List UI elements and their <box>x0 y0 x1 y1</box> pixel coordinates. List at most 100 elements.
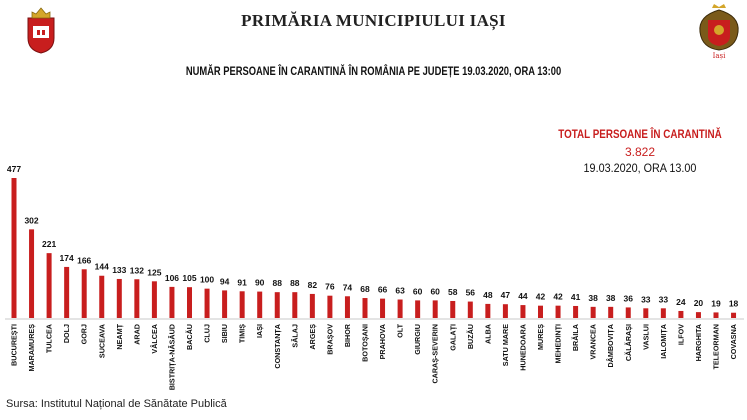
value-label: 47 <box>501 290 511 300</box>
value-label: 60 <box>413 286 423 296</box>
category-label: GIURGIU <box>413 324 422 355</box>
bar-bistrița-năsăud <box>169 286 175 318</box>
category-label: DÂMBOVIȚA <box>606 324 615 368</box>
value-label: 19 <box>711 298 721 308</box>
bar-bihor <box>344 296 350 318</box>
category-label: BISTRIȚA-NĂSĂUD <box>167 324 176 390</box>
category-label: CARAȘ-SEVERIN <box>431 324 440 384</box>
value-label: 221 <box>42 239 56 249</box>
bar-mureș <box>538 305 543 318</box>
bar-dolj <box>64 266 70 318</box>
value-label: 44 <box>518 291 528 301</box>
value-label: 302 <box>24 215 38 225</box>
total-value: 3.822 <box>624 145 656 159</box>
category-label: TULCEA <box>45 324 54 353</box>
bar-călărași <box>625 307 631 318</box>
value-label: 38 <box>606 293 616 303</box>
svg-text:Iași: Iași <box>713 52 727 60</box>
bar-buzău <box>467 301 473 318</box>
bar-chart: 477 302 221 174 166 144 133 132 125 106 105 100 94 91… <box>5 164 744 390</box>
value-label: 94 <box>220 276 230 286</box>
category-label: ALBA <box>483 324 492 344</box>
value-label: 106 <box>165 273 179 283</box>
bar-botoșani <box>362 298 368 318</box>
bar-teleorman <box>713 312 719 318</box>
bar-maramureș <box>29 229 35 318</box>
category-label: CLUJ <box>203 324 212 343</box>
category-label: TIMIȘ <box>238 324 247 343</box>
value-label: 88 <box>290 278 300 288</box>
total-date: 19.03.2020, ORA 13.00 <box>583 161 697 175</box>
bar-sibiu <box>222 290 228 318</box>
category-label: MARAMUREȘ <box>27 324 36 372</box>
value-label: 125 <box>147 267 161 277</box>
category-label: CĂLĂRAȘI <box>624 324 633 361</box>
bar-vrancea <box>590 306 596 318</box>
category-label: CONSTANȚA <box>273 324 282 369</box>
category-label: SATU MARE <box>501 324 510 366</box>
bar-iași <box>257 291 263 318</box>
bar-arad <box>134 279 140 318</box>
bar-ialomița <box>660 308 666 318</box>
bar-suceava <box>99 275 105 318</box>
category-label: OLT <box>396 323 405 337</box>
chart-title: NUMĂR PERSOANE ÎN CARANTINĂ ÎN ROMÂNIA P… <box>185 64 562 78</box>
city-coat-of-arms-icon <box>27 7 55 54</box>
value-label: 90 <box>255 278 265 288</box>
category-label: ILFOV <box>676 324 685 345</box>
category-label: BUZĂU <box>466 324 475 349</box>
value-label: 91 <box>237 277 247 287</box>
category-label: BACĂU <box>185 324 194 350</box>
category-label: SĂLAJ <box>290 324 299 348</box>
category-label: COVASNA <box>729 324 738 359</box>
iasi-heraldic-emblem-icon: Iași <box>699 4 739 60</box>
bar-argeș <box>309 293 315 318</box>
category-label: SUCEAVA <box>97 324 106 358</box>
bar-gorj <box>81 269 87 318</box>
category-label: BOTOȘANI <box>361 324 370 362</box>
category-label: ARGEȘ <box>308 324 317 350</box>
value-label: 132 <box>130 265 144 275</box>
category-label: MEHEDINȚI <box>554 324 563 364</box>
bar-brăila <box>573 305 579 318</box>
category-label: VRANCEA <box>589 324 598 360</box>
bar-harghita <box>695 312 701 318</box>
value-label: 33 <box>659 294 669 304</box>
value-label: 166 <box>77 255 91 265</box>
value-labels-group: 477 302 221 174 166 144 133 132 125 106 105 100 94 91… <box>7 164 739 309</box>
category-label: TELEORMAN <box>712 324 721 370</box>
bar-tulcea <box>46 253 52 318</box>
bar-vaslui <box>643 308 649 318</box>
category-label: SIBIU <box>220 324 229 343</box>
value-label: 18 <box>729 299 739 309</box>
source-note: Sursa: Institutul Național de Sănătate P… <box>6 398 227 410</box>
value-label: 38 <box>588 293 598 303</box>
value-label: 74 <box>343 282 353 292</box>
value-label: 58 <box>448 287 458 297</box>
category-label: VASLUI <box>641 324 650 350</box>
value-label: 76 <box>325 282 335 292</box>
bar-caraș-severin <box>432 300 438 318</box>
category-label: IALOMIȚA <box>659 324 668 359</box>
value-label: 133 <box>112 265 126 275</box>
bar-olt <box>397 299 403 318</box>
bar-bucurești <box>11 178 17 318</box>
category-label: ARAD <box>132 324 141 345</box>
category-label: HARGHITA <box>694 324 703 361</box>
bar-timiș <box>239 291 245 318</box>
bar-dâmbovița <box>608 306 614 318</box>
bar-ilfov <box>678 310 684 318</box>
total-label: TOTAL PERSOANE ÎN CARANTINĂ <box>558 127 722 141</box>
bar-sălaj <box>292 292 298 318</box>
value-label: 42 <box>553 292 563 302</box>
value-label: 42 <box>536 292 546 302</box>
category-label: GALAȚI <box>448 324 457 351</box>
value-label: 105 <box>182 273 196 283</box>
value-label: 63 <box>395 286 405 296</box>
category-label: HUNEDOARA <box>518 324 527 371</box>
bar-prahova <box>380 298 386 318</box>
category-label: GORJ <box>80 324 89 344</box>
category-label: DOLJ <box>62 324 71 343</box>
bar-vâlcea <box>151 281 157 318</box>
value-label: 33 <box>641 294 651 304</box>
